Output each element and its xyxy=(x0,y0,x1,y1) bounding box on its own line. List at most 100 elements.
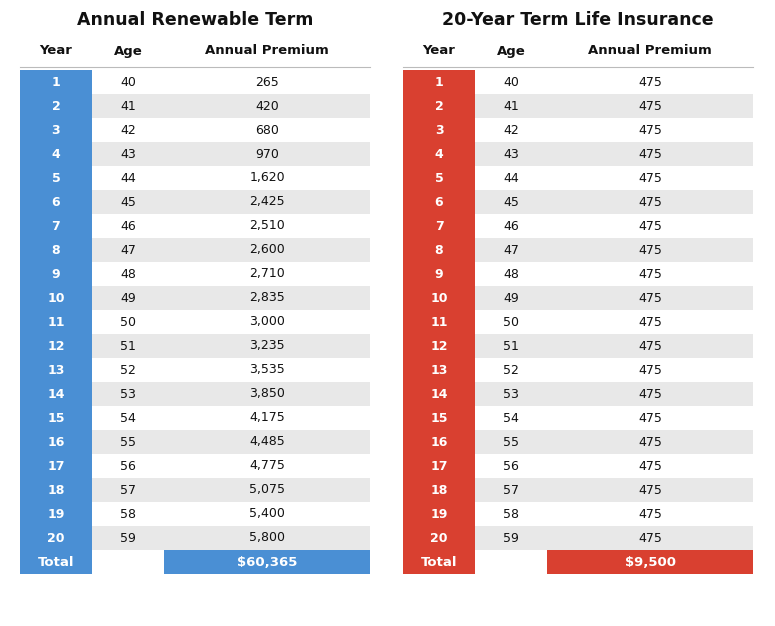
Text: 46: 46 xyxy=(503,220,519,232)
Bar xyxy=(403,454,475,478)
Bar xyxy=(20,94,92,118)
Bar xyxy=(475,118,753,142)
Text: 12: 12 xyxy=(430,339,448,352)
Text: 3,850: 3,850 xyxy=(249,387,285,401)
Text: 5,400: 5,400 xyxy=(249,508,285,520)
Text: 5,075: 5,075 xyxy=(249,483,285,496)
Bar xyxy=(403,286,475,310)
Bar xyxy=(475,334,753,358)
Bar xyxy=(475,454,753,478)
Bar xyxy=(475,94,753,118)
Text: 7: 7 xyxy=(435,220,443,232)
Text: 475: 475 xyxy=(638,436,662,448)
Bar xyxy=(92,142,370,166)
Text: 475: 475 xyxy=(638,123,662,136)
Text: 18: 18 xyxy=(430,483,448,496)
Bar xyxy=(403,94,475,118)
Text: 475: 475 xyxy=(638,339,662,352)
Bar xyxy=(475,190,753,214)
Bar xyxy=(92,502,370,526)
Text: $9,500: $9,500 xyxy=(625,555,676,568)
Text: 16: 16 xyxy=(47,436,64,448)
Text: 265: 265 xyxy=(255,76,279,88)
Text: 9: 9 xyxy=(52,267,60,280)
Text: 57: 57 xyxy=(503,483,519,496)
Bar xyxy=(92,310,370,334)
Text: 52: 52 xyxy=(503,364,519,376)
Text: 50: 50 xyxy=(503,316,519,329)
Bar xyxy=(403,118,475,142)
Text: 1: 1 xyxy=(435,76,443,88)
Text: 14: 14 xyxy=(430,387,448,401)
Text: 52: 52 xyxy=(120,364,136,376)
Bar xyxy=(403,334,475,358)
Bar xyxy=(92,334,370,358)
Text: 475: 475 xyxy=(638,292,662,304)
Text: 10: 10 xyxy=(430,292,448,304)
Text: 8: 8 xyxy=(435,244,443,257)
Bar xyxy=(403,382,475,406)
Text: 11: 11 xyxy=(47,316,65,329)
Text: 475: 475 xyxy=(638,387,662,401)
Text: 9: 9 xyxy=(435,267,443,280)
Text: 1,620: 1,620 xyxy=(250,172,285,185)
Bar xyxy=(475,166,753,190)
Text: 15: 15 xyxy=(47,411,65,424)
Text: 6: 6 xyxy=(52,195,60,208)
Text: 41: 41 xyxy=(503,100,519,113)
Text: 59: 59 xyxy=(503,531,519,545)
Bar xyxy=(20,550,92,574)
Text: 970: 970 xyxy=(255,148,279,160)
Text: Total: Total xyxy=(421,555,457,568)
Text: 475: 475 xyxy=(638,411,662,424)
Bar xyxy=(20,502,92,526)
Bar xyxy=(92,118,370,142)
Bar xyxy=(92,382,370,406)
Text: 475: 475 xyxy=(638,531,662,545)
Text: 475: 475 xyxy=(638,148,662,160)
Text: 42: 42 xyxy=(503,123,519,136)
Bar xyxy=(92,550,164,574)
Bar xyxy=(20,526,92,550)
Text: 1: 1 xyxy=(52,76,60,88)
Text: 49: 49 xyxy=(503,292,519,304)
Text: 55: 55 xyxy=(503,436,519,448)
Bar xyxy=(403,550,475,574)
Text: 59: 59 xyxy=(120,531,136,545)
Text: 475: 475 xyxy=(638,508,662,520)
Bar xyxy=(403,142,475,166)
Bar xyxy=(20,382,92,406)
Text: 2,710: 2,710 xyxy=(249,267,285,280)
Bar xyxy=(403,166,475,190)
Bar xyxy=(403,478,475,502)
Text: $60,365: $60,365 xyxy=(237,555,297,568)
Bar xyxy=(403,526,475,550)
Text: Annual Premium: Annual Premium xyxy=(588,44,712,58)
Bar xyxy=(164,550,370,574)
Bar xyxy=(92,478,370,502)
Bar xyxy=(20,118,92,142)
Bar xyxy=(475,478,753,502)
Bar xyxy=(475,382,753,406)
Bar xyxy=(475,358,753,382)
Text: 2: 2 xyxy=(52,100,60,113)
Bar xyxy=(403,406,475,430)
Bar xyxy=(92,286,370,310)
Text: 17: 17 xyxy=(430,459,448,473)
Bar xyxy=(475,502,753,526)
Bar xyxy=(20,454,92,478)
Text: 44: 44 xyxy=(503,172,519,185)
Bar xyxy=(475,262,753,286)
Text: 4,775: 4,775 xyxy=(249,459,285,473)
Text: 50: 50 xyxy=(120,316,136,329)
Bar xyxy=(403,70,475,94)
Bar xyxy=(92,526,370,550)
Text: 40: 40 xyxy=(503,76,519,88)
Text: 48: 48 xyxy=(120,267,136,280)
Text: 12: 12 xyxy=(47,339,65,352)
Text: 3: 3 xyxy=(435,123,443,136)
Bar xyxy=(92,358,370,382)
Text: 6: 6 xyxy=(435,195,443,208)
Bar xyxy=(92,406,370,430)
Bar xyxy=(92,190,370,214)
